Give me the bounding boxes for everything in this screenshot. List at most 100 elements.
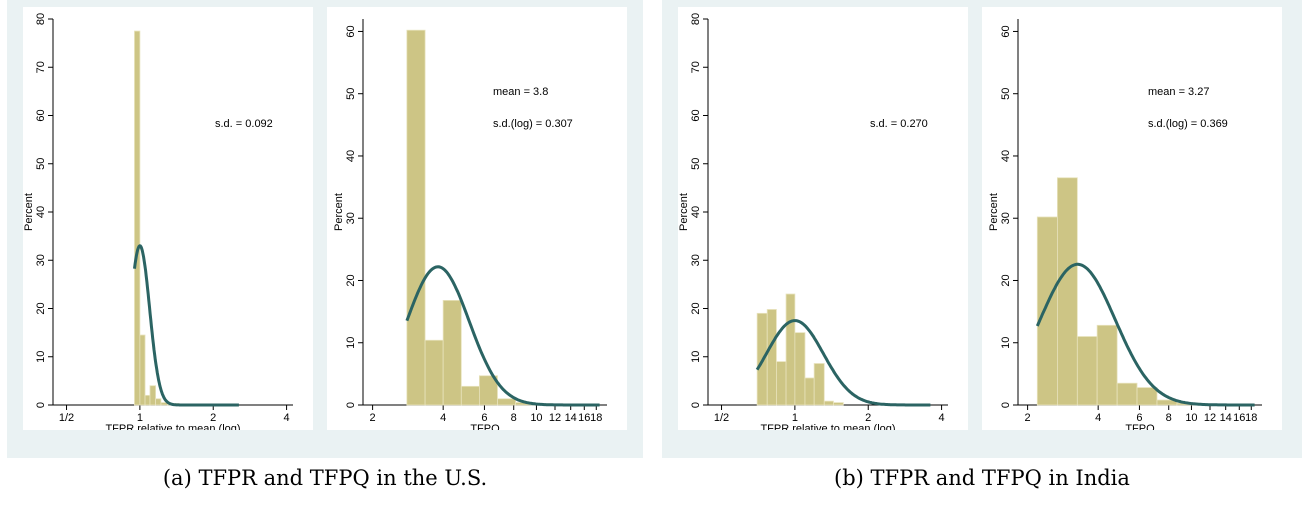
caption-us: (a) TFPR and TFPQ in the U.S. [162,466,488,490]
histogram-bar [804,377,815,406]
density-curve [1035,262,1255,407]
y-axis-label: Percent [988,193,1000,231]
chart-india-tfpr: 0 10 20 30 40 50 60 70 80 Percent 1/2 1 2 4 TFPR relat… [678,13,948,435]
y-tick-label: 30 [35,254,47,266]
y-tick-label: 50 [345,88,357,100]
caption-india: (b) TFPR and TFPQ in India [834,466,1130,490]
histogram-bar [785,293,796,406]
x-tick-label: 2 [210,412,216,424]
histogram-bar [424,339,444,406]
histogram-bar [144,394,151,406]
y-tick-label: 0 [345,402,357,408]
histogram-bar [766,309,777,406]
plot-india-tfpr: 0 10 20 30 40 50 60 70 80 Percent 1/2 1 2 4 TFPR relat… [678,7,968,435]
y-tick-label: 30 [690,254,702,266]
histogram-bar [139,334,146,406]
plot-india-tfpq: 0 10 20 30 40 50 60 Percent 2 4 6 8 10 12 14 16 18 TFPQ me… [982,7,1282,435]
x-tick-label: 12 [549,412,561,424]
x-tick-label: 6 [481,412,487,424]
y-tick-label: 10 [1000,337,1012,349]
x-tick-label: 1/2 [59,412,74,424]
sd-annotation: s.d. = 0.270 [870,118,928,130]
y-tick-label: 0 [1000,402,1012,408]
y-tick-label: 50 [690,158,702,170]
y-tick-label: 20 [35,302,47,314]
x-tick-label: 18 [590,412,602,424]
x-tick-label: 6 [1136,412,1142,424]
histogram-bar [497,398,517,406]
histogram-bar [1076,336,1098,406]
histogram-bar [1036,216,1058,406]
x-tick-label: 14 [565,412,577,424]
histogram-bar [406,29,426,406]
x-tick-label: 1 [792,412,798,424]
x-axis-label: TFPR relative to mean (log) [760,423,895,430]
x-tick-label: 10 [530,412,542,424]
x-tick-label: 16 [578,412,590,424]
x-tick-label: 8 [1166,412,1172,424]
plot-us-tfpq: 0 10 20 30 40 50 60 Percent 2 4 6 8 10 12 14 16 18 TFPQ me… [327,7,627,435]
y-tick-label: 80 [690,13,702,25]
y-tick-label: 40 [690,206,702,218]
histogram-bar [813,363,825,406]
y-tick-label: 70 [35,61,47,73]
x-tick-label: 16 [1233,412,1245,424]
y-tick-label: 20 [345,274,357,286]
density-curve [133,244,239,407]
x-tick-label: 2 [370,412,376,424]
y-tick-label: 70 [690,61,702,73]
y-tick-label: 50 [1000,88,1012,100]
histogram-bar [1156,399,1178,406]
y-tick-label: 60 [345,25,357,37]
histogram-bar [478,375,498,406]
y-tick-label: 60 [1000,25,1012,37]
y-tick-label: 30 [345,212,357,224]
histogram-bar [1116,382,1138,406]
chart-india-tfpq: 0 10 20 30 40 50 60 Percent 2 4 6 8 10 12 14 16 18 TFPQ me… [988,19,1262,435]
histogram-bar [460,385,480,406]
y-tick-label: 20 [690,302,702,314]
density-curve [405,265,600,407]
y-tick-label: 10 [345,337,357,349]
histogram-bar [134,30,141,406]
y-axis-label: Percent [23,193,35,231]
sd-annotation: s.d.(log) = 0.307 [493,118,573,130]
y-tick-label: 60 [690,109,702,121]
x-tick-label: 1 [137,412,143,424]
x-tick-label: 1/2 [714,412,729,424]
x-axis-label: TFPQ [470,423,500,430]
y-tick-label: 0 [35,402,47,408]
x-tick-label: 18 [1245,412,1257,424]
x-axis-label: TFPR relative to mean (log) [105,423,240,430]
y-axis-label: Percent [678,193,690,231]
histogram-bar [155,398,162,406]
histogram-bar [1096,324,1118,406]
sd-annotation: s.d.(log) = 0.369 [1148,118,1228,130]
y-tick-label: 60 [35,109,47,121]
y-tick-label: 10 [35,351,47,363]
mean-annotation: mean = 3.8 [493,86,548,98]
plot-us-tfpr: 0 10 20 30 40 50 60 70 80 Percent 1/2 1 2 4 TFPR relat… [23,7,313,435]
panel-us: 0 10 20 30 40 50 60 70 80 Percent 1/2 1 2 4 TFPR relat… [7,0,643,458]
y-axis-label: Percent [333,193,345,231]
y-tick-label: 80 [35,13,47,25]
y-tick-label: 40 [345,150,357,162]
x-tick-label: 4 [284,412,290,424]
histogram-bar [776,361,787,406]
y-tick-label: 30 [1000,212,1012,224]
y-tick-label: 40 [35,206,47,218]
x-tick-label: 12 [1204,412,1216,424]
x-tick-label: 4 [440,412,446,424]
histogram-bar [149,385,156,406]
y-tick-label: 20 [1000,274,1012,286]
x-tick-label: 10 [1185,412,1197,424]
x-tick-label: 4 [939,412,945,424]
mean-annotation: mean = 3.27 [1148,86,1209,98]
histogram-bar [794,332,806,406]
histogram-bar [442,300,462,406]
histogram-bar [823,400,834,406]
y-tick-label: 40 [1000,150,1012,162]
histogram-bar [833,402,844,406]
y-tick-label: 10 [690,351,702,363]
chart-us-tfpq: 0 10 20 30 40 50 60 Percent 2 4 6 8 10 12 14 16 18 TFPQ me… [333,19,607,435]
